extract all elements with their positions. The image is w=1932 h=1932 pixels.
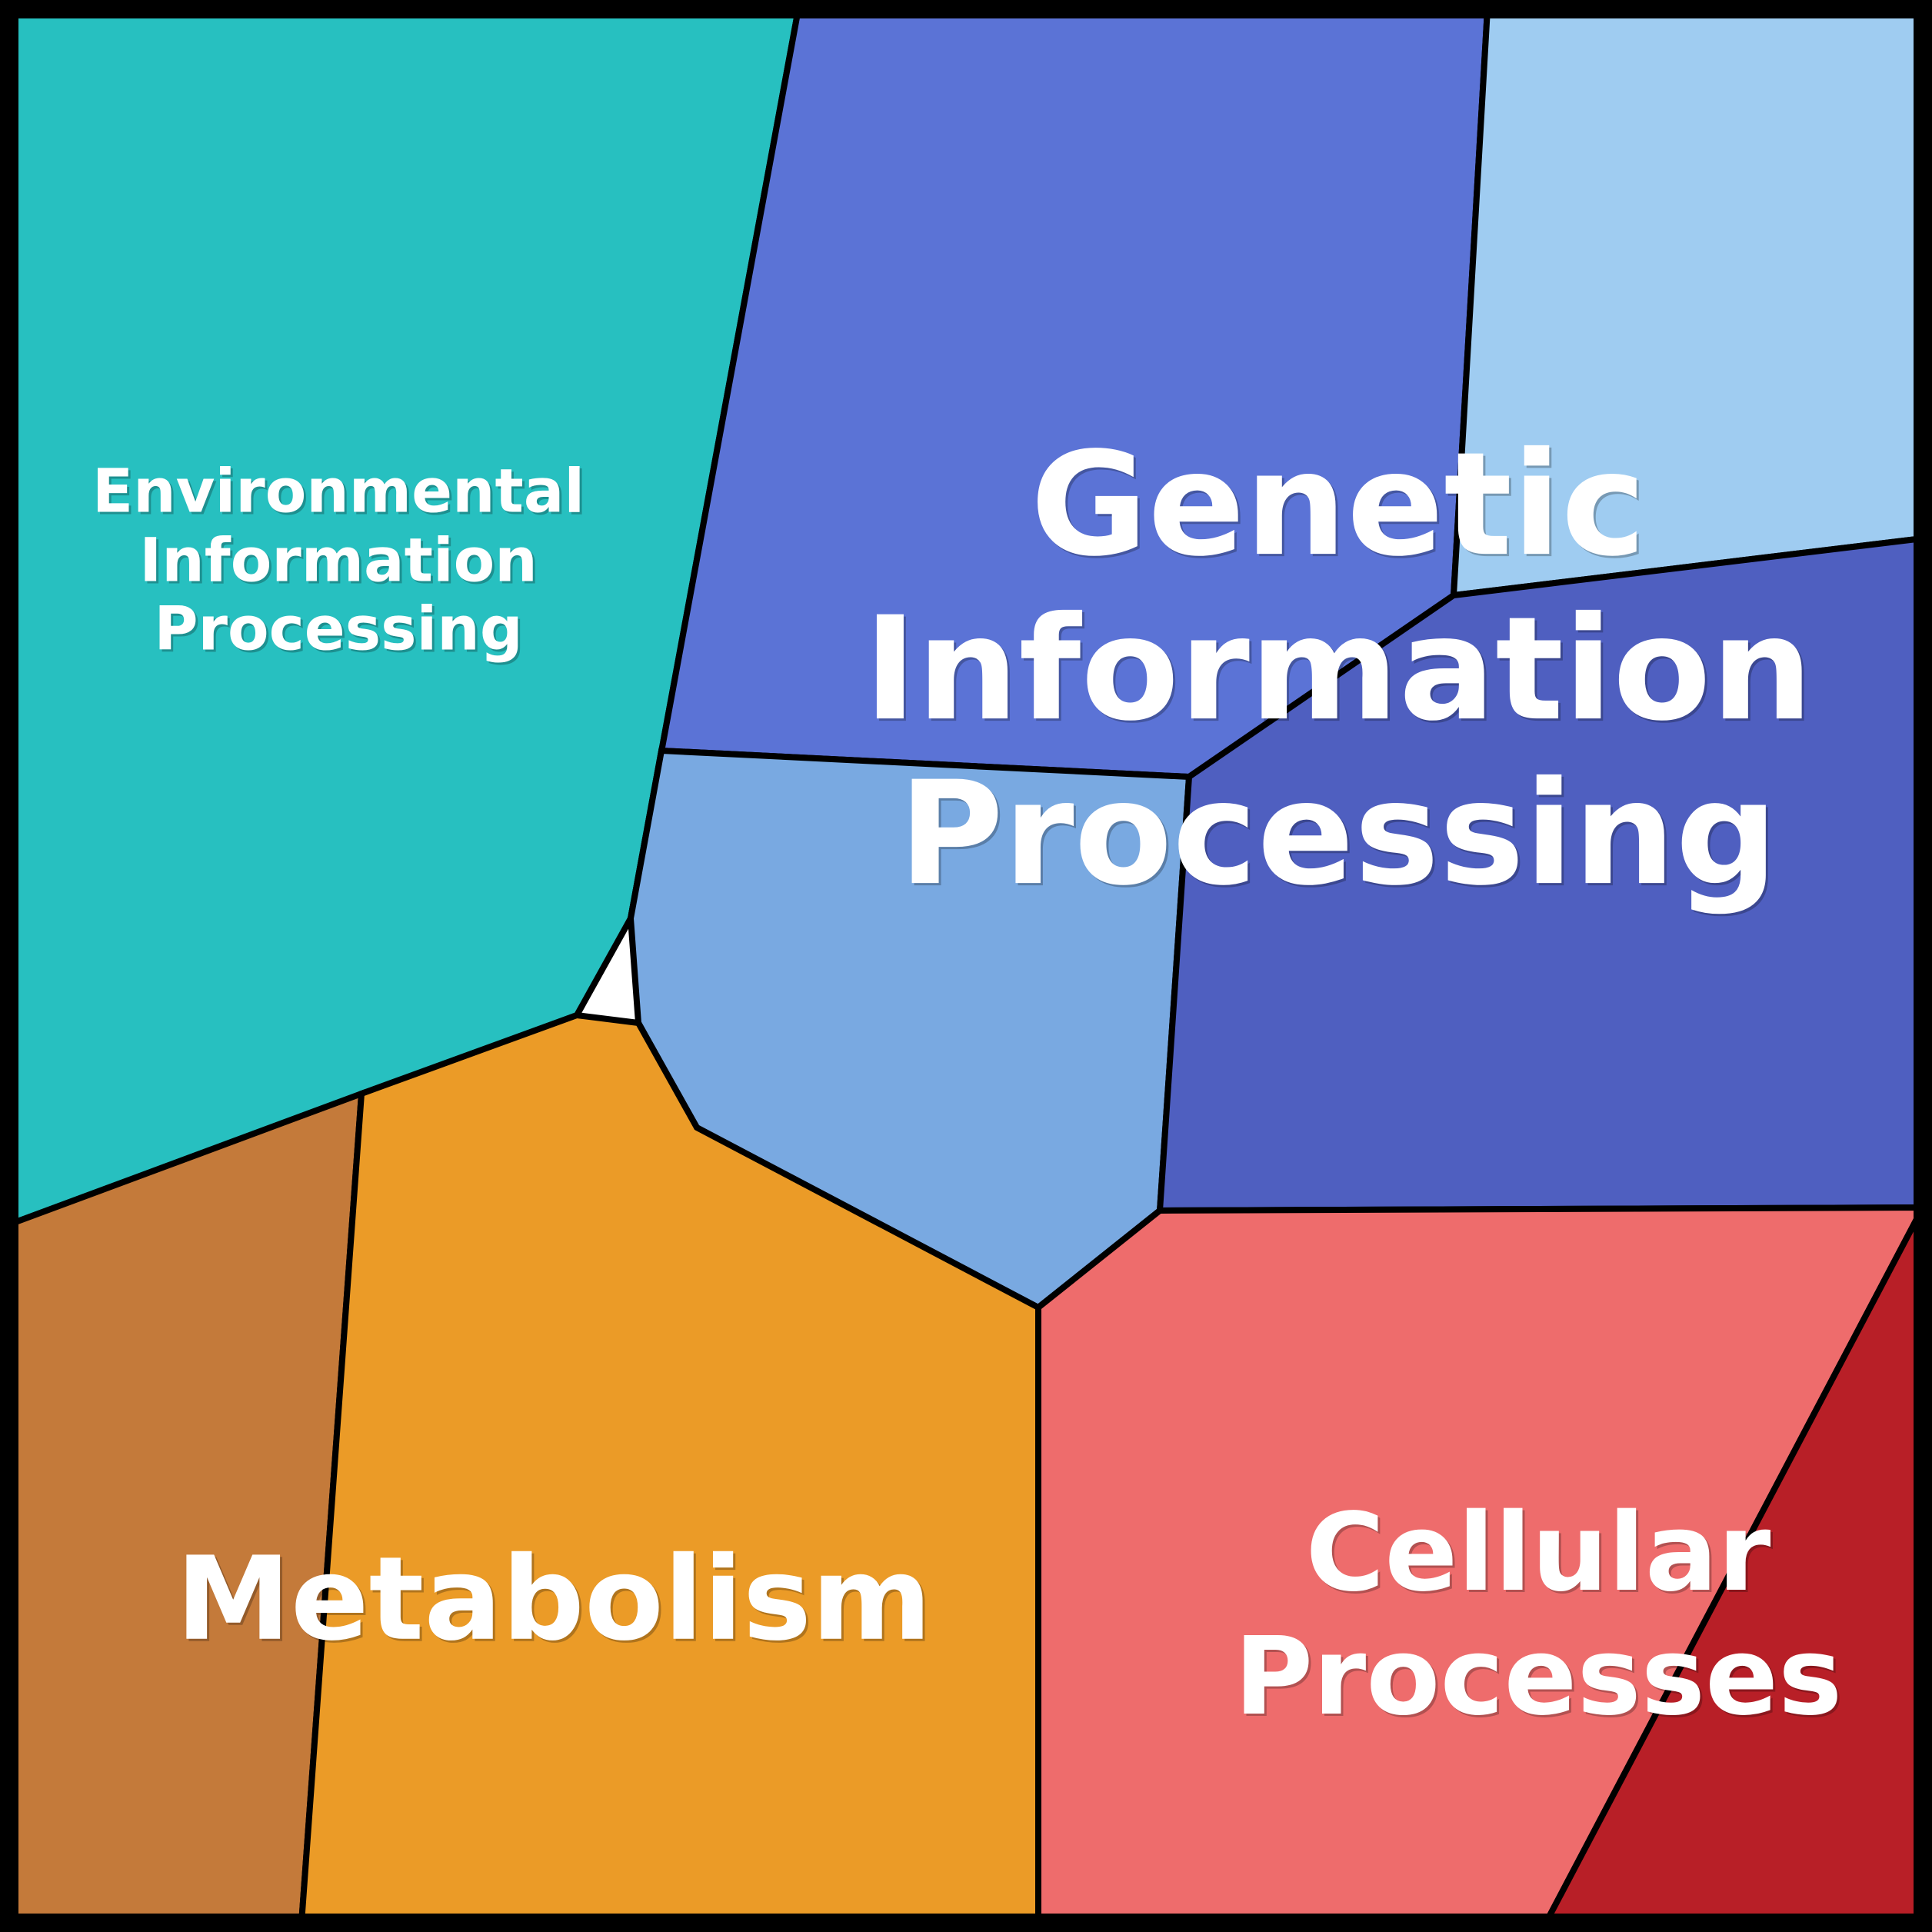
cell-genetic-top-lightblue bbox=[1454, 9, 1923, 595]
voronoi-treemap-diagram: Environmental Information ProcessingGene… bbox=[0, 0, 1932, 1932]
treemap-svg bbox=[0, 0, 1932, 1932]
